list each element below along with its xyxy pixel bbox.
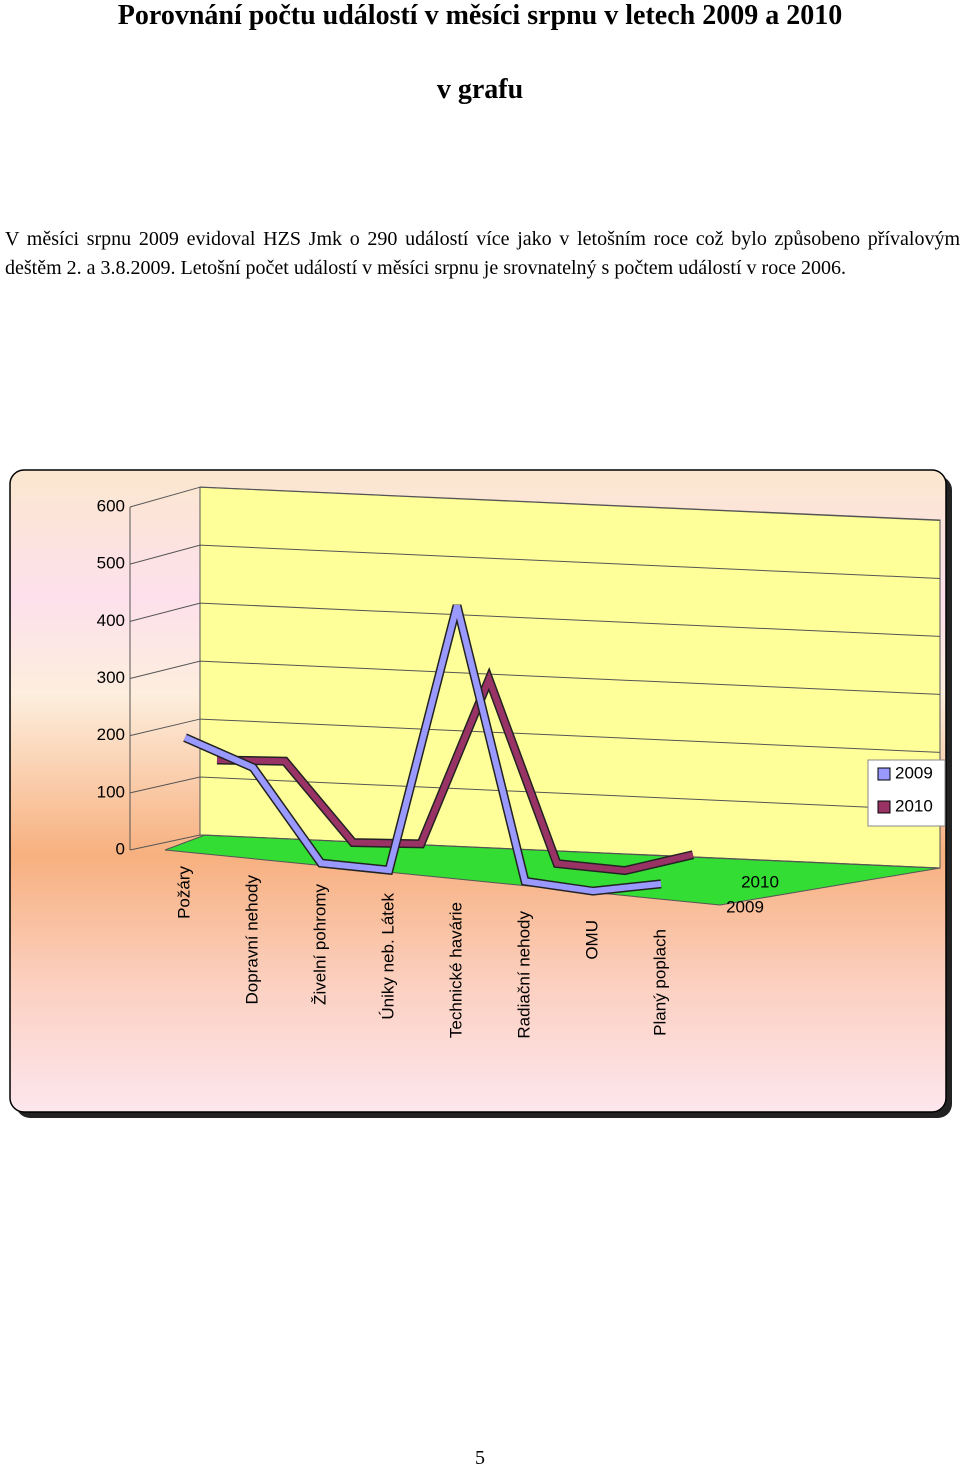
paragraph: V měsíci srpnu 2009 evidoval HZS Jmk o 2…: [5, 228, 960, 279]
y-tick-label: 600: [97, 496, 125, 515]
y-tick-label: 0: [116, 839, 125, 858]
x-tick-label: Živelní pohromy: [310, 884, 329, 1005]
legend-label: 2009: [895, 763, 933, 782]
x-tick-label: Dopravní nehody: [242, 875, 261, 1005]
grid-line: [129, 544, 941, 579]
y-tick-label: 200: [97, 725, 125, 744]
title: Porovnání počtu událostí v měsíci srpnu …: [117, 0, 843, 31]
y-tick-label: 100: [97, 782, 125, 801]
x-tick-label: Úniky neb. Látek: [378, 893, 397, 1020]
legend-swatch: [877, 800, 891, 814]
legend-swatch: [877, 767, 891, 781]
page-number: 5: [475, 1447, 485, 1469]
x-tick-label: OMU: [582, 920, 601, 960]
y-tick-label: 400: [97, 611, 125, 630]
grid-line: [129, 660, 941, 695]
grid-line: [129, 718, 941, 753]
series-line: [216, 671, 694, 874]
depth-label: 2009: [726, 897, 764, 916]
x-tick-label: Radiační nehody: [514, 911, 533, 1039]
y-tick-label: 500: [97, 554, 125, 573]
legend-label: 2010: [895, 796, 933, 815]
y-tick-label: 300: [97, 668, 125, 687]
x-tick-label: Technické havárie: [446, 902, 465, 1038]
chart: 0 100 200 300 400 500 600 Požáry Dopravní nehody…: [9, 469, 952, 1118]
series-line: [183, 604, 662, 895]
depth-label: 2010: [741, 872, 779, 891]
grid-line: [129, 486, 941, 521]
x-tick-label: Požáry: [174, 866, 193, 919]
grid-line: [129, 776, 941, 811]
x-tick-label: Planý poplach: [650, 929, 669, 1036]
subtitle: v grafu: [436, 74, 524, 105]
grid-line: [129, 602, 941, 637]
